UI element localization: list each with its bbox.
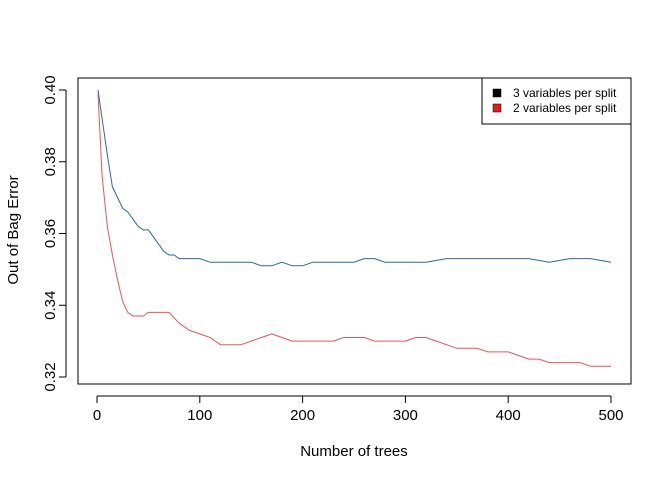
x-tick-label: 400 <box>496 407 521 424</box>
y-tick-label: 0.34 <box>42 291 59 320</box>
x-tick-label: 100 <box>187 407 212 424</box>
series-line-2-variables <box>97 93 611 367</box>
plot-border <box>77 77 632 385</box>
x-tick-label: 500 <box>598 407 623 424</box>
y-axis-title: Out of Bag Error <box>5 175 22 284</box>
legend-swatch <box>492 103 502 113</box>
y-axis: 0.32 0.34 0.36 0.38 0.40 <box>42 75 67 392</box>
y-tick-label: 0.32 <box>42 362 59 391</box>
legend-label: 3 variables per split <box>513 86 617 100</box>
y-tick-label: 0.38 <box>42 147 59 176</box>
x-axis-title: Number of trees <box>300 443 408 460</box>
y-tick-label: 0.40 <box>42 75 59 104</box>
plot-frame <box>77 77 632 385</box>
series-line-3-variables <box>97 89 612 267</box>
legend-swatch <box>492 88 502 98</box>
x-tick-label: 200 <box>290 407 315 424</box>
x-tick-label: 300 <box>393 407 418 424</box>
x-tick-label: 0 <box>93 407 101 424</box>
legend-label: 2 variables per split <box>513 101 617 115</box>
x-axis: 0 100 200 300 400 500 <box>93 395 624 424</box>
series-layer <box>97 89 612 367</box>
legend-box <box>481 77 632 125</box>
y-tick-label: 0.36 <box>42 219 59 248</box>
